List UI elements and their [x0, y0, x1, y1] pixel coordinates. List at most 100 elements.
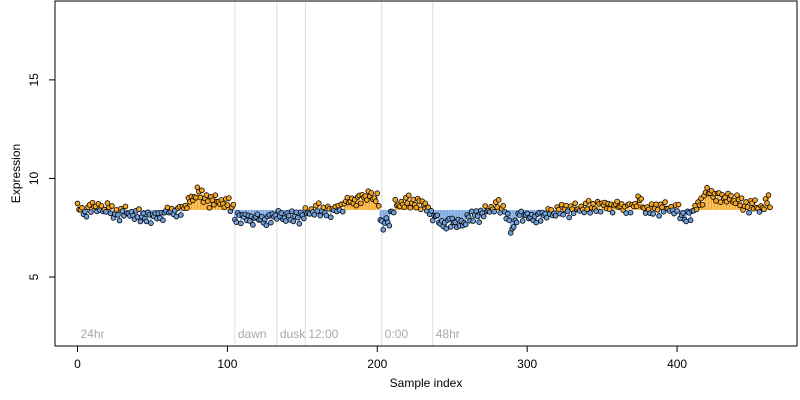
y-axis-title: Expression [9, 144, 23, 203]
annotations-layer: 24hr dawn dusk 12:00 0:00 48hr [80, 327, 459, 341]
data-point [224, 202, 231, 208]
data-point [82, 208, 88, 215]
data-point [606, 206, 613, 212]
data-point [404, 200, 411, 206]
data-point [116, 217, 123, 224]
data-point [680, 210, 686, 216]
data-point [98, 203, 105, 209]
x-tick-label: 300 [517, 357, 537, 371]
data-point [380, 226, 387, 233]
x-axis-title: Sample index [390, 376, 463, 390]
data-point [238, 220, 244, 227]
data-point [656, 213, 662, 219]
data-point [143, 218, 150, 225]
data-point [585, 198, 592, 204]
data-point [474, 213, 481, 220]
data-point [164, 204, 171, 211]
data-point [767, 204, 773, 211]
data-point [744, 204, 751, 210]
data-point [296, 220, 303, 227]
data-point [206, 205, 213, 211]
data-point [134, 214, 141, 220]
data-point [447, 224, 454, 230]
data-point [212, 192, 219, 198]
data-point [372, 198, 379, 204]
data-point [386, 222, 393, 229]
data-point [316, 200, 322, 206]
dividers-layer [234, 1, 434, 346]
plot-frame [54, 0, 798, 347]
data-point [107, 210, 114, 217]
data-point [83, 213, 90, 220]
x-tick-label: 200 [367, 357, 387, 371]
data-point [302, 205, 309, 211]
data-point [422, 200, 429, 207]
data-point [250, 222, 256, 228]
data-point [633, 203, 640, 210]
data-point [254, 211, 261, 218]
data-point [752, 197, 758, 203]
data-point [184, 205, 190, 211]
data-point [173, 213, 180, 220]
data-point [363, 197, 370, 203]
data-point [74, 200, 81, 207]
data-point [115, 212, 121, 218]
x-axis: 0 100 200 300 400 [74, 345, 687, 371]
time-annotation-label: dawn [238, 327, 267, 341]
data-point [353, 202, 360, 209]
data-point [510, 224, 517, 230]
data-point [233, 219, 240, 225]
time-annotation-label: 24hr [80, 327, 104, 341]
y-tick-label: 15 [27, 73, 41, 87]
x-tick-label: 100 [217, 357, 237, 371]
data-point [627, 209, 634, 216]
data-point [113, 207, 120, 213]
data-point [548, 207, 554, 213]
data-point [230, 201, 237, 208]
data-point [581, 209, 587, 216]
data-point [761, 206, 767, 213]
data-point [704, 184, 710, 191]
data-point [537, 218, 544, 224]
data-point [593, 208, 599, 214]
data-point [764, 200, 770, 206]
data-point [311, 212, 318, 218]
data-point [654, 206, 661, 213]
data-point [693, 206, 700, 213]
data-point [587, 210, 593, 216]
data-point [278, 210, 285, 216]
data-point [494, 204, 501, 210]
data-point [662, 199, 668, 205]
data-point [480, 213, 487, 220]
data-point [506, 217, 512, 224]
data-point [743, 199, 749, 205]
data-point [558, 201, 565, 208]
data-point [765, 192, 772, 198]
data-point [674, 208, 680, 214]
data-point [675, 201, 682, 208]
data-point [491, 208, 498, 215]
data-point [410, 196, 417, 203]
data-point [623, 210, 629, 216]
data-point [519, 218, 526, 224]
data-point [340, 208, 346, 215]
data-point [746, 209, 752, 216]
data-point [148, 220, 154, 226]
data-point [428, 208, 435, 214]
time-annotation-label: 48hr [436, 327, 460, 341]
data-point [140, 210, 147, 217]
data-point [699, 201, 706, 208]
data-point [119, 208, 126, 214]
data-point [295, 214, 301, 221]
data-point [500, 203, 506, 209]
data-point [687, 217, 694, 224]
data-point [495, 197, 502, 203]
data-point [443, 225, 450, 232]
x-tick-label: 400 [667, 357, 687, 371]
data-point [368, 190, 375, 196]
data-point [317, 212, 324, 219]
data-point [572, 200, 578, 207]
data-point [320, 204, 327, 211]
data-point [683, 218, 689, 225]
